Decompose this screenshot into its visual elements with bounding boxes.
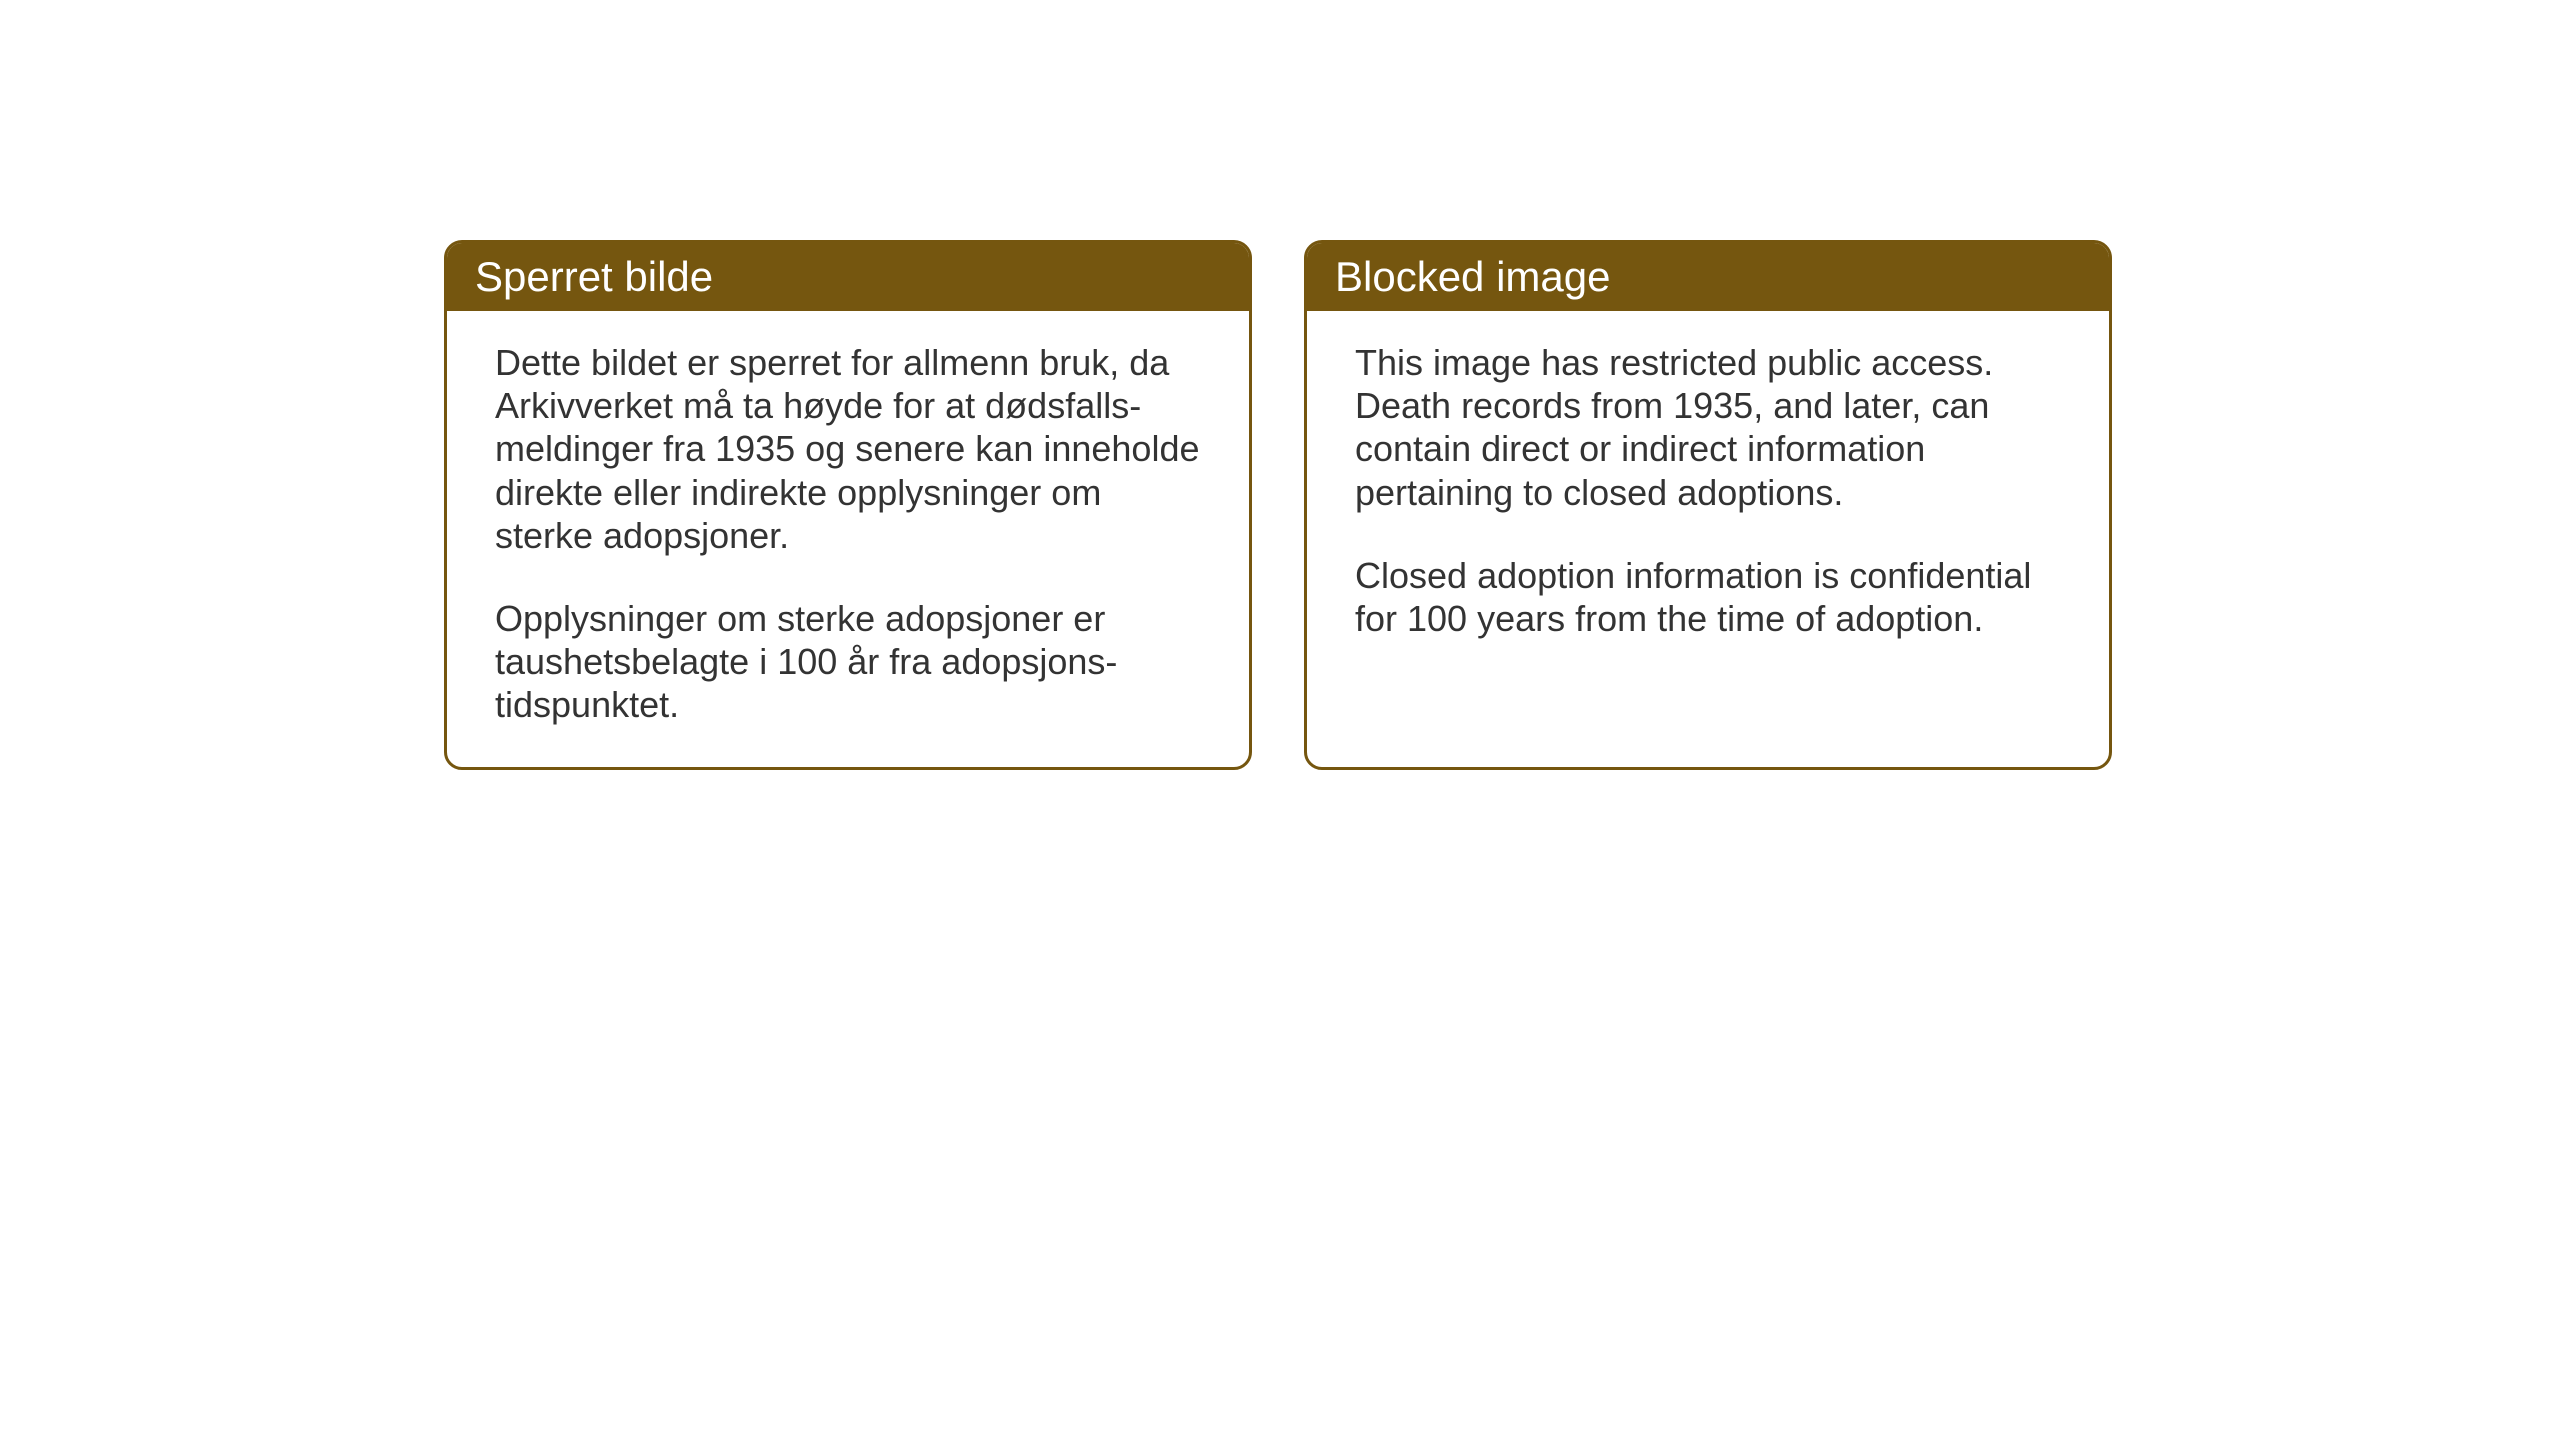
notice-paragraph-2-english: Closed adoption information is confident… — [1355, 554, 2061, 640]
notice-container: Sperret bilde Dette bildet er sperret fo… — [0, 0, 2560, 770]
notice-box-english: Blocked image This image has restricted … — [1304, 240, 2112, 770]
notice-title-english: Blocked image — [1335, 253, 1610, 300]
notice-box-norwegian: Sperret bilde Dette bildet er sperret fo… — [444, 240, 1252, 770]
notice-paragraph-1-english: This image has restricted public access.… — [1355, 341, 2061, 514]
notice-body-english: This image has restricted public access.… — [1307, 311, 2109, 751]
notice-header-norwegian: Sperret bilde — [447, 243, 1249, 311]
notice-paragraph-1-norwegian: Dette bildet er sperret for allmenn bruk… — [495, 341, 1201, 557]
notice-title-norwegian: Sperret bilde — [475, 253, 713, 300]
notice-paragraph-2-norwegian: Opplysninger om sterke adopsjoner er tau… — [495, 597, 1201, 727]
notice-body-norwegian: Dette bildet er sperret for allmenn bruk… — [447, 311, 1249, 767]
notice-header-english: Blocked image — [1307, 243, 2109, 311]
